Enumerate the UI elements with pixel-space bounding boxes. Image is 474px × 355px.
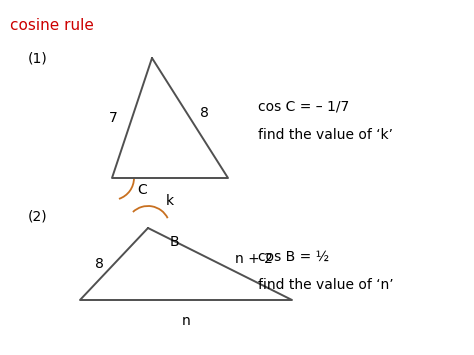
Text: k: k	[166, 194, 174, 208]
Text: cos C = – 1/7: cos C = – 1/7	[258, 100, 349, 114]
Text: n + 2: n + 2	[235, 252, 273, 266]
Text: 8: 8	[95, 257, 104, 271]
Text: C: C	[137, 183, 147, 197]
Text: cosine rule: cosine rule	[10, 18, 94, 33]
Text: 7: 7	[109, 111, 118, 125]
Text: 8: 8	[200, 106, 209, 120]
Text: find the value of ‘n’: find the value of ‘n’	[258, 278, 393, 292]
Text: find the value of ‘k’: find the value of ‘k’	[258, 128, 393, 142]
Text: B: B	[169, 235, 179, 249]
Text: (2): (2)	[28, 210, 47, 224]
Text: cos B = ½: cos B = ½	[258, 250, 329, 264]
Text: (1): (1)	[28, 52, 48, 66]
Text: n: n	[182, 314, 191, 328]
